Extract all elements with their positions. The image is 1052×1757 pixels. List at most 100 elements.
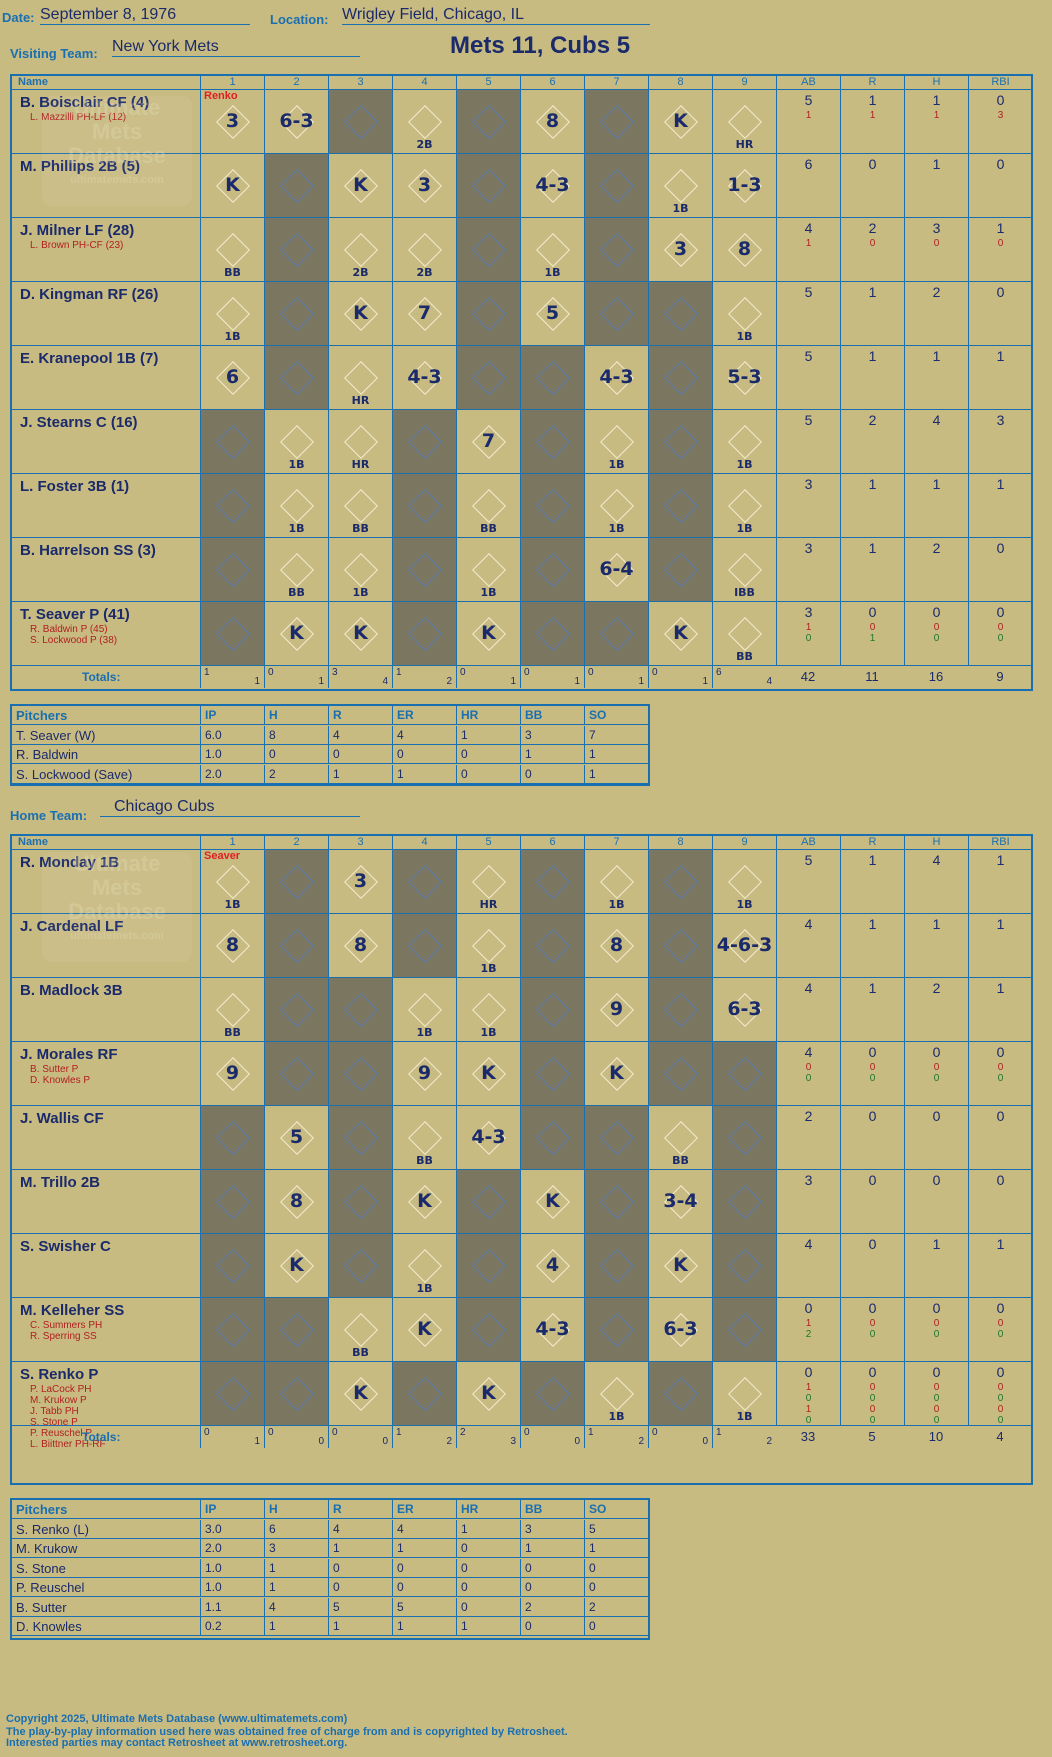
at-bat-cell: 6-3 (648, 1298, 712, 1361)
at-bat-cell (712, 1298, 776, 1361)
pitcher-name: S. Renko (L) (16, 1521, 89, 1537)
stat-value: 1 (868, 916, 877, 932)
at-bat-cell: 6 (200, 346, 264, 409)
stat-value: 0 (932, 1300, 941, 1316)
inning-runs: 0 (524, 667, 530, 678)
stat-cell: 5 (776, 410, 840, 473)
base-diamond (663, 552, 698, 587)
base-diamond (215, 1184, 250, 1219)
base-diamond (599, 1312, 634, 1347)
inning-runs: 0 (524, 1427, 530, 1438)
total-stat: 9 (996, 669, 1004, 684)
base-diamond (599, 488, 634, 523)
inning-runs: 3 (332, 667, 338, 678)
pitching-stat: 1 (328, 1539, 392, 1558)
at-bat-cell: IBB (712, 538, 776, 601)
stat-value: 1 (996, 348, 1005, 364)
base-diamond (535, 424, 570, 459)
inning-hits: 2 (446, 1436, 452, 1447)
at-bat-cell (392, 474, 456, 537)
stat-value: 1 (932, 476, 941, 492)
at-bat-cell: 1B (392, 1234, 456, 1297)
base-diamond (343, 552, 378, 587)
player-name: J. Stearns C (16) (20, 414, 138, 431)
at-bat-cell: BB (648, 1106, 712, 1169)
at-bat-cell (456, 154, 520, 217)
at-bat-result: 1B (480, 1025, 497, 1039)
base-diamond (343, 1056, 378, 1091)
at-bat-cell: 3 (648, 218, 712, 281)
stat-value: 0 (868, 1172, 877, 1188)
player-row: M. Trillo 2B 8 K K 3-4 3 0 0 0 (12, 1170, 1031, 1234)
stat-value: 0 (996, 1300, 1005, 1316)
at-bat-result: K (673, 621, 688, 644)
at-bat-cell (264, 914, 328, 977)
at-bat-result: 2B (416, 137, 433, 151)
pitching-stat: 1 (392, 1617, 456, 1636)
at-bat-cell: 9 (584, 978, 648, 1041)
at-bat-result: K (353, 301, 368, 324)
base-diamond (215, 864, 250, 899)
pitching-stat: 0 (584, 1578, 648, 1597)
stat-cell: 3 (776, 474, 840, 537)
pitching-stat: 1.1 (200, 1597, 264, 1617)
substitute-stat: 0 (933, 1062, 940, 1073)
pitching-stat: 7 (584, 725, 648, 745)
inning-header-4: 4 (392, 76, 456, 90)
pitching-stat: 1 (520, 745, 584, 764)
at-bat-cell (264, 346, 328, 409)
inning-header-7: 7 (584, 836, 648, 850)
at-bat-cell: 1B (456, 978, 520, 1041)
inning-runs: 6 (716, 667, 722, 678)
inning-runs: 1 (716, 1427, 722, 1438)
base-diamond (407, 552, 442, 587)
inning-hits: 0 (702, 1436, 708, 1447)
name-column-header: Name (18, 76, 48, 88)
base-diamond (663, 1120, 698, 1155)
at-bat-cell (584, 1234, 648, 1297)
stat-value: 0 (868, 156, 877, 172)
at-bat-cell: 2B (392, 218, 456, 281)
pitching-stat: 0 (520, 1578, 584, 1597)
pitching-stat: 0 (584, 1617, 648, 1636)
at-bat-cell (456, 1298, 520, 1361)
at-bat-cell (584, 1106, 648, 1169)
base-diamond (663, 1376, 698, 1411)
watermark-text: Mets (91, 119, 143, 144)
watermark-text: ultimatemets.com (70, 174, 164, 186)
base-diamond (727, 616, 762, 651)
base-diamond (535, 360, 570, 395)
home-pitchers-table: Pitchers IP H R ER HR BB SO S. Renko (L) 3.0 6 4 4 1 3… (10, 1498, 650, 1640)
inning-hits: 0 (574, 1436, 580, 1447)
at-bat-cell: K (648, 90, 712, 153)
at-bat-cell (264, 978, 328, 1041)
player-name: B. Boisclair CF (4) (20, 94, 150, 111)
base-diamond (407, 1248, 442, 1283)
pitching-stat: 0 (328, 1558, 392, 1578)
base-diamond (663, 424, 698, 459)
inning-header-1: 1 (200, 76, 264, 90)
at-bat-result: 5 (289, 1125, 304, 1148)
total-stat: 4 (996, 1429, 1004, 1444)
inning-header-4: 4 (392, 836, 456, 850)
inning-header-9: 9 (712, 836, 776, 850)
at-bat-cell: 5 (264, 1106, 328, 1169)
base-diamond (599, 1248, 634, 1283)
at-bat-result: 1B (224, 329, 241, 343)
base-diamond (215, 1312, 250, 1347)
at-bat-result: 1B (736, 457, 753, 471)
stat-cell: 4 (776, 978, 840, 1041)
stat-value: 4 (804, 220, 813, 236)
stat-value: 4 (804, 1044, 813, 1060)
grid-header: Name 1 2 3 4 5 6 7 8 9 AB R H RBI (12, 836, 1031, 850)
stat-cell: 2 (840, 410, 904, 473)
at-bat-cell: 4-6-3 (712, 914, 776, 977)
pitching-stat: 1 (328, 764, 392, 784)
at-bat-cell: K (456, 602, 520, 665)
